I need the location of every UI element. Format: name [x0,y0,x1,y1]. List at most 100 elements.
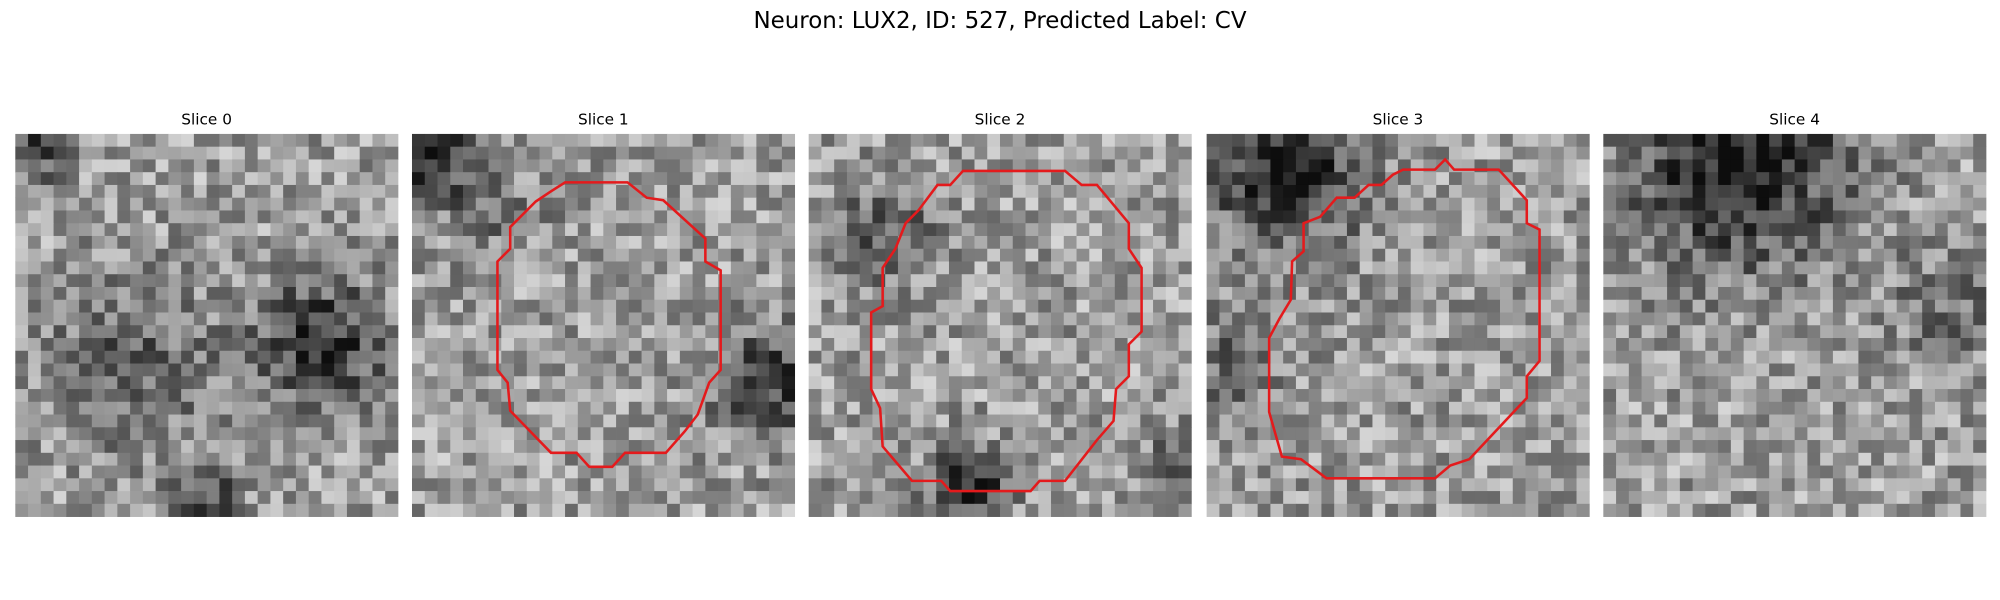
pixel [1283,427,1297,441]
pixel [270,223,284,237]
pixel [1448,197,1463,211]
pixel [1178,401,1192,415]
pixel [590,299,604,313]
pixel [1730,363,1745,377]
pixel [1153,235,1167,250]
pixel [1436,376,1450,390]
pixel [1448,401,1463,415]
pixel [885,210,899,224]
pixel [450,401,464,415]
pixel [1500,389,1514,403]
pixel [834,133,848,148]
pixel [1359,172,1373,186]
pixel [743,427,757,441]
pixel [411,197,426,211]
pixel [1551,363,1565,377]
pixel [463,223,477,237]
pixel [526,299,540,313]
pixel [283,389,297,403]
pixel [1423,350,1437,364]
pixel [1563,338,1577,352]
pixel [1372,312,1386,326]
pixel [130,210,144,224]
pixel [1603,376,1617,390]
pixel [1244,389,1259,403]
pixel [1679,491,1693,505]
pixel [718,491,732,505]
pixel [1769,223,1783,237]
pixel [168,376,182,390]
pixel [834,414,848,428]
pixel [1679,376,1693,390]
pixel [1934,299,1949,313]
pixel [1474,235,1488,250]
pixel [1883,452,1898,466]
pixel [1089,299,1103,313]
pixel [1781,223,1796,237]
pixel [987,350,1001,364]
pixel [1346,414,1361,428]
pixel [40,146,54,160]
pixel [1628,350,1642,364]
pixel [1871,146,1885,160]
pixel [552,440,566,454]
pixel [28,363,42,377]
pixel [1679,133,1693,148]
pixel [244,325,259,339]
pixel [1385,312,1399,326]
pixel [1063,414,1077,428]
pixel [1512,465,1526,479]
pixel [1922,312,1936,326]
pixel [1321,491,1335,505]
pixel [66,389,80,403]
pixel [705,299,719,313]
pixel [1654,465,1668,479]
pixel [1730,299,1745,313]
pixel [411,172,426,186]
pixel [321,491,335,505]
pixel [987,248,1001,262]
pixel [1436,133,1450,148]
pixel [346,440,361,454]
pixel [1909,465,1923,479]
pixel [283,401,297,415]
pixel [1000,312,1014,326]
pixel [130,146,144,160]
pixel [257,248,271,262]
pixel [846,465,861,479]
pixel [66,184,80,199]
pixel [1807,223,1821,237]
pixel [743,363,757,377]
pixel [1000,478,1014,492]
pixel [1858,465,1872,479]
pixel [1973,146,1987,160]
pixel [1832,197,1847,211]
pixel [359,478,373,492]
pixel [1102,172,1116,186]
pixel [1794,172,1808,186]
pixel [1000,350,1014,364]
pixel [1346,401,1361,415]
pixel [1756,159,1770,173]
pixel [40,172,54,186]
pixel [1076,414,1090,428]
pixel [411,414,426,428]
pixel [1871,478,1885,492]
pixel [168,427,182,441]
pixel [244,452,259,466]
pixel [463,491,477,505]
pixel [1448,350,1463,364]
pixel [1127,325,1141,339]
pixel [1807,184,1821,199]
pixel [91,452,105,466]
pixel [270,376,284,390]
pixel [1883,197,1898,211]
pixel [514,389,528,403]
pixel [1692,184,1706,199]
pixel [1641,133,1655,148]
pixel [1410,184,1424,199]
pixel [846,235,861,250]
pixel [1219,503,1233,517]
pixel [40,325,54,339]
pixel [334,401,348,415]
